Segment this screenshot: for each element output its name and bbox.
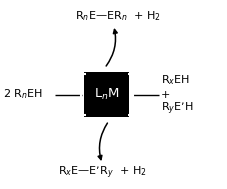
- Text: R$_x$EH: R$_x$EH: [161, 74, 190, 87]
- Text: R$_n$E—ER$_n$  + H$_2$: R$_n$E—ER$_n$ + H$_2$: [75, 9, 161, 23]
- Text: R$_y$E’H: R$_y$E’H: [161, 100, 193, 117]
- Text: R$_x$E—E’R$_y$  + H$_2$: R$_x$E—E’R$_y$ + H$_2$: [58, 165, 147, 181]
- Text: +: +: [161, 90, 170, 99]
- Text: L$_n$M: L$_n$M: [94, 87, 120, 102]
- Text: 2 R$_n$EH: 2 R$_n$EH: [3, 88, 43, 101]
- Bar: [84, 72, 129, 117]
